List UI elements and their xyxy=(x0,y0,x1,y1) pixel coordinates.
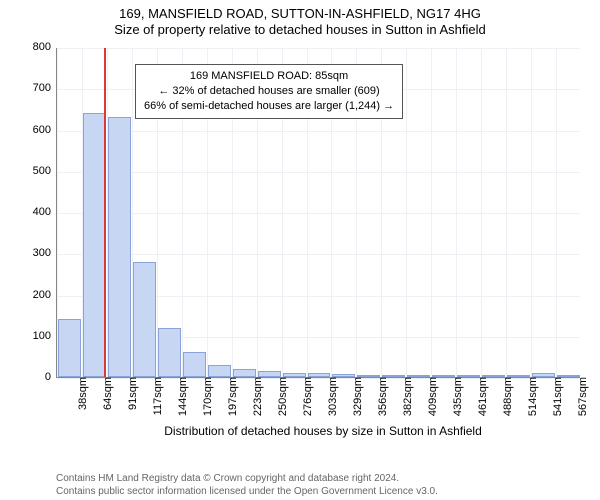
x-tick-label: 567sqm xyxy=(573,377,589,416)
gridline-h xyxy=(57,172,580,173)
gridline-h xyxy=(57,254,580,255)
histogram-bar xyxy=(108,117,131,377)
x-tick-label: 250sqm xyxy=(273,377,289,416)
gridline-v xyxy=(406,48,407,377)
x-tick-label: 276sqm xyxy=(298,377,314,416)
plot-area: 010020030040050060070080038sqm64sqm91sqm… xyxy=(56,48,580,378)
histogram-bar xyxy=(133,262,156,378)
x-tick-label: 382sqm xyxy=(398,377,414,416)
x-tick-label: 461sqm xyxy=(473,377,489,416)
gridline-v xyxy=(481,48,482,377)
histogram-bar xyxy=(158,328,181,378)
chart-container: Number of detached properties 0100200300… xyxy=(0,42,600,442)
y-tick-label: 200 xyxy=(33,289,57,301)
gridline-v xyxy=(82,48,83,377)
y-tick-label: 100 xyxy=(33,330,57,342)
x-tick-label: 329sqm xyxy=(348,377,364,416)
x-tick-label: 197sqm xyxy=(223,377,239,416)
x-tick-label: 117sqm xyxy=(148,377,164,415)
x-tick-label: 356sqm xyxy=(373,377,389,416)
annotation-line-2: ← 32% of detached houses are smaller (60… xyxy=(144,84,394,99)
gridline-v xyxy=(506,48,507,377)
gridline-v xyxy=(456,48,457,377)
annotation-line-3: 66% of semi-detached houses are larger (… xyxy=(144,99,394,114)
histogram-bar xyxy=(183,352,206,377)
x-tick-label: 435sqm xyxy=(448,377,464,416)
y-tick-label: 500 xyxy=(33,165,57,177)
x-tick-label: 409sqm xyxy=(423,377,439,416)
x-tick-label: 514sqm xyxy=(523,377,539,416)
gridline-v xyxy=(57,48,58,377)
histogram-bar xyxy=(83,113,106,377)
x-tick-label: 144sqm xyxy=(173,377,189,416)
x-tick-label: 541sqm xyxy=(548,377,564,416)
y-tick-label: 300 xyxy=(33,247,57,259)
gridline-v xyxy=(531,48,532,377)
x-tick-label: 38sqm xyxy=(73,377,89,410)
y-tick-label: 0 xyxy=(45,371,57,383)
gridline-h xyxy=(57,131,580,132)
x-tick-label: 303sqm xyxy=(323,377,339,416)
y-tick-label: 800 xyxy=(33,41,57,53)
gridline-v xyxy=(132,48,133,377)
x-tick-label: 170sqm xyxy=(198,377,214,416)
x-tick-label: 64sqm xyxy=(98,377,114,410)
property-marker-line xyxy=(104,48,106,377)
x-axis-label: Distribution of detached houses by size … xyxy=(56,424,590,438)
gridline-v xyxy=(431,48,432,377)
histogram-bar xyxy=(208,365,231,377)
footer-attribution: Contains HM Land Registry data © Crown c… xyxy=(56,473,590,498)
x-tick-label: 223sqm xyxy=(248,377,264,416)
title-subtitle: Size of property relative to detached ho… xyxy=(0,22,600,37)
histogram-bar xyxy=(58,319,81,377)
y-tick-label: 600 xyxy=(33,124,57,136)
gridline-h xyxy=(57,213,580,214)
annotation-line-1: 169 MANSFIELD ROAD: 85sqm xyxy=(144,69,394,84)
y-tick-label: 700 xyxy=(33,82,57,94)
gridline-h xyxy=(57,48,580,49)
histogram-bar xyxy=(233,369,256,377)
gridline-v xyxy=(107,48,108,377)
title-main: 169, MANSFIELD ROAD, SUTTON-IN-ASHFIELD,… xyxy=(0,6,600,21)
footer-line-1: Contains HM Land Registry data © Crown c… xyxy=(56,473,590,486)
annotation-box: 169 MANSFIELD ROAD: 85sqm← 32% of detach… xyxy=(135,64,403,119)
gridline-v xyxy=(556,48,557,377)
x-tick-label: 488sqm xyxy=(498,377,514,416)
title-block: 169, MANSFIELD ROAD, SUTTON-IN-ASHFIELD,… xyxy=(0,0,600,37)
footer-line-2: Contains public sector information licen… xyxy=(56,486,590,499)
y-tick-label: 400 xyxy=(33,206,57,218)
x-tick-label: 91sqm xyxy=(123,377,139,410)
